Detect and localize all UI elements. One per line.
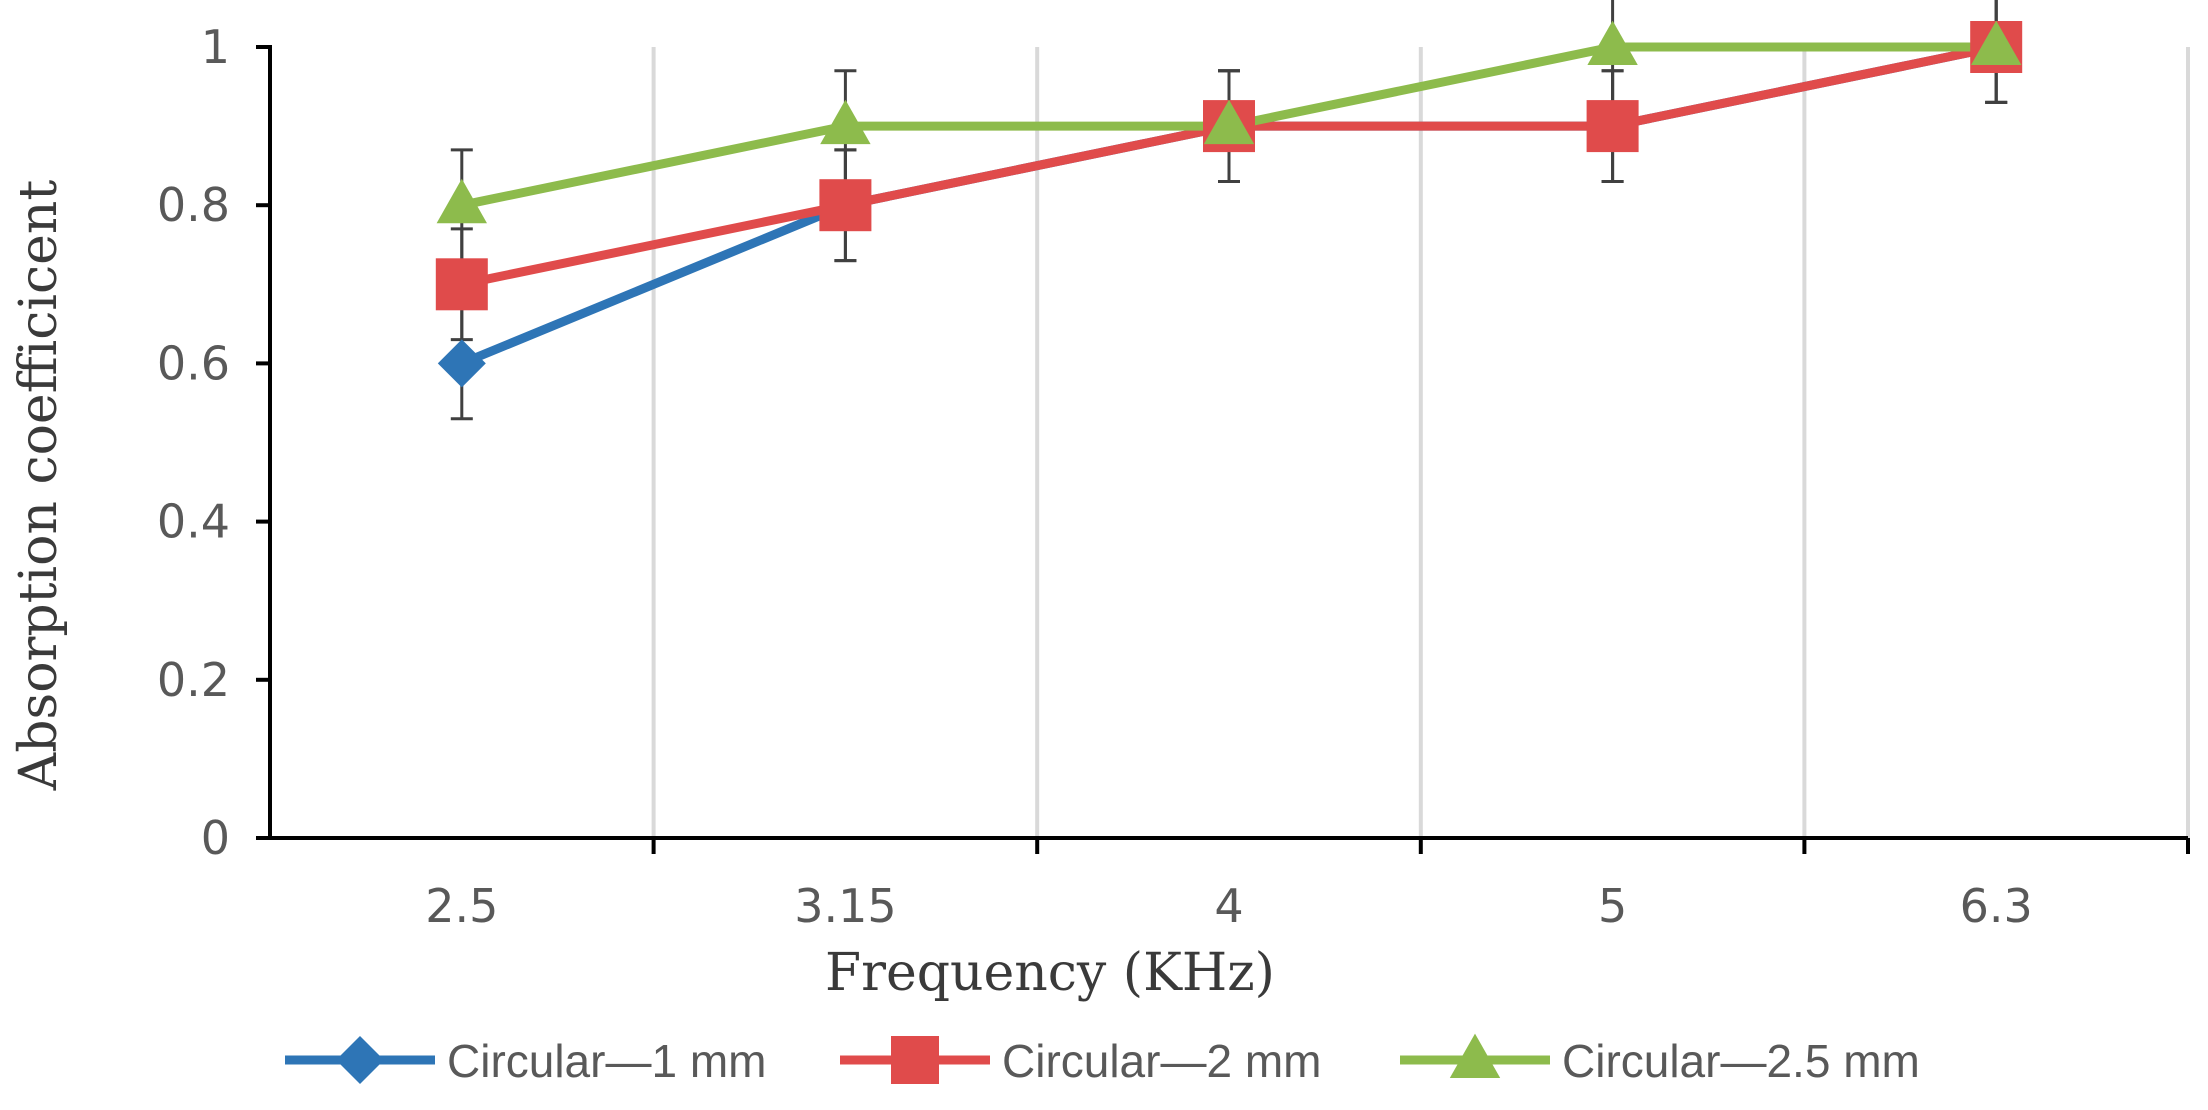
x-tick-labels: 2.5 3.15 4 5 6.3: [425, 879, 2033, 933]
y-axis-title: Absorption coefficicent: [9, 180, 69, 792]
y-tick-label: 1: [201, 20, 230, 74]
marker-triangle: [1203, 99, 1255, 145]
marker-square: [435, 258, 488, 311]
x-tick-label: 5: [1598, 879, 1627, 933]
x-axis-title: Frequency (KHz): [825, 943, 1275, 1003]
y-tick-labels: 0 0.2 0.4 0.6 0.8 1: [157, 20, 230, 865]
y-tick-label: 0.8: [157, 178, 230, 232]
legend-label: Circular—2 mm: [1002, 1035, 1321, 1087]
x-tick-label: 2.5: [425, 879, 498, 933]
marker-diamond: [336, 1036, 384, 1084]
gridlines: [651, 47, 2190, 838]
marker-square: [1586, 100, 1639, 153]
marker-triangle: [820, 99, 871, 145]
data-markers: [435, 20, 2023, 388]
legend: Circular—1 mm Circular—2 mm Circular—2.5 m…: [285, 1033, 1920, 1087]
axes: [256, 45, 2190, 854]
marker-triangle: [1587, 20, 1638, 66]
marker-triangle: [1449, 1033, 1501, 1078]
x-tick-label: 3.15: [794, 879, 896, 933]
x-tick-label: 4: [1214, 879, 1243, 933]
marker-square: [819, 179, 872, 232]
y-tick-label: 0.2: [157, 653, 230, 707]
marker-square: [891, 1036, 939, 1084]
legend-label: Circular—1 mm: [447, 1035, 766, 1087]
y-tick-label: 0: [201, 811, 230, 865]
legend-label: Circular—2.5 mm: [1562, 1035, 1920, 1087]
marker-diamond: [437, 339, 486, 388]
x-tick-label: 6.3: [1960, 879, 2033, 933]
y-tick-label: 0.4: [157, 495, 230, 549]
y-tick-label: 0.6: [157, 336, 230, 390]
marker-triangle: [1971, 20, 2022, 66]
error-bars: [450, 0, 2008, 421]
marker-triangle: [436, 178, 487, 224]
